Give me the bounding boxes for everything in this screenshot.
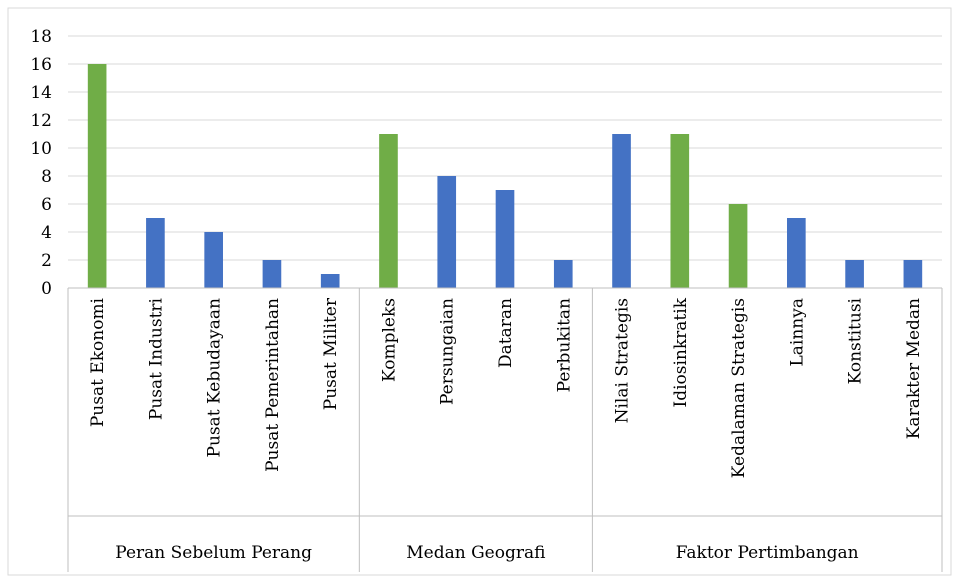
category-label: Pusat Pemerintahan — [263, 298, 283, 472]
y-tick-label: 10 — [30, 139, 52, 159]
category-label: Pusat Militer — [321, 297, 341, 410]
y-tick-label: 4 — [41, 223, 52, 243]
bar — [262, 260, 282, 288]
bar — [320, 274, 340, 288]
category-label: Persungaian — [438, 298, 458, 405]
group-labels: Peran Sebelum Perang Medan Geografi Faktor… — [115, 543, 858, 563]
category-label: Kedalaman Strategis — [729, 298, 749, 478]
bar — [903, 260, 923, 288]
chart-frame — [7, 7, 952, 576]
bar — [728, 204, 748, 288]
bars — [87, 64, 923, 288]
y-axis-ticks: 0 2 4 6 8 10 12 14 16 18 — [30, 27, 52, 299]
y-tick-label: 2 — [41, 251, 52, 271]
y-tick-label: 16 — [30, 55, 52, 75]
category-label: Idiosinkratik — [671, 297, 691, 407]
bar — [379, 134, 398, 288]
y-tick-label: 0 — [41, 279, 52, 299]
y-tick-label: 14 — [30, 83, 52, 103]
bar — [553, 260, 573, 288]
category-label: Kompleks — [379, 298, 399, 382]
y-tick-label: 12 — [30, 111, 52, 131]
bar — [845, 260, 864, 288]
category-axis — [67, 287, 943, 572]
category-label: Lainnya — [787, 298, 807, 367]
category-label: Pusat Industri — [146, 297, 166, 420]
bar — [146, 218, 165, 288]
category-label: Pusat Ekonomi — [88, 297, 108, 427]
group-label: Medan Geografi — [406, 543, 545, 563]
bar — [787, 218, 806, 288]
category-label: Karakter Medan — [904, 298, 924, 439]
group-label: Faktor Pertimbangan — [676, 543, 859, 563]
category-label: Pusat Kebudayaan — [205, 298, 225, 458]
category-labels: Pusat Ekonomi Pusat Industri Pusat Kebuday… — [88, 297, 924, 478]
category-label: Dataran — [496, 298, 516, 368]
bar — [87, 64, 107, 288]
y-tick-label: 8 — [41, 167, 52, 187]
bar — [670, 134, 690, 288]
category-label: Perbukitan — [554, 298, 574, 392]
group-label: Peran Sebelum Perang — [115, 543, 312, 563]
category-label: Konstitusi — [846, 297, 866, 384]
bar — [612, 134, 631, 288]
y-tick-label: 18 — [30, 27, 52, 47]
category-label: Nilai Strategis — [613, 298, 633, 423]
bar — [495, 190, 515, 288]
y-tick-label: 6 — [41, 195, 52, 215]
bar — [204, 232, 223, 288]
bar — [437, 176, 457, 288]
